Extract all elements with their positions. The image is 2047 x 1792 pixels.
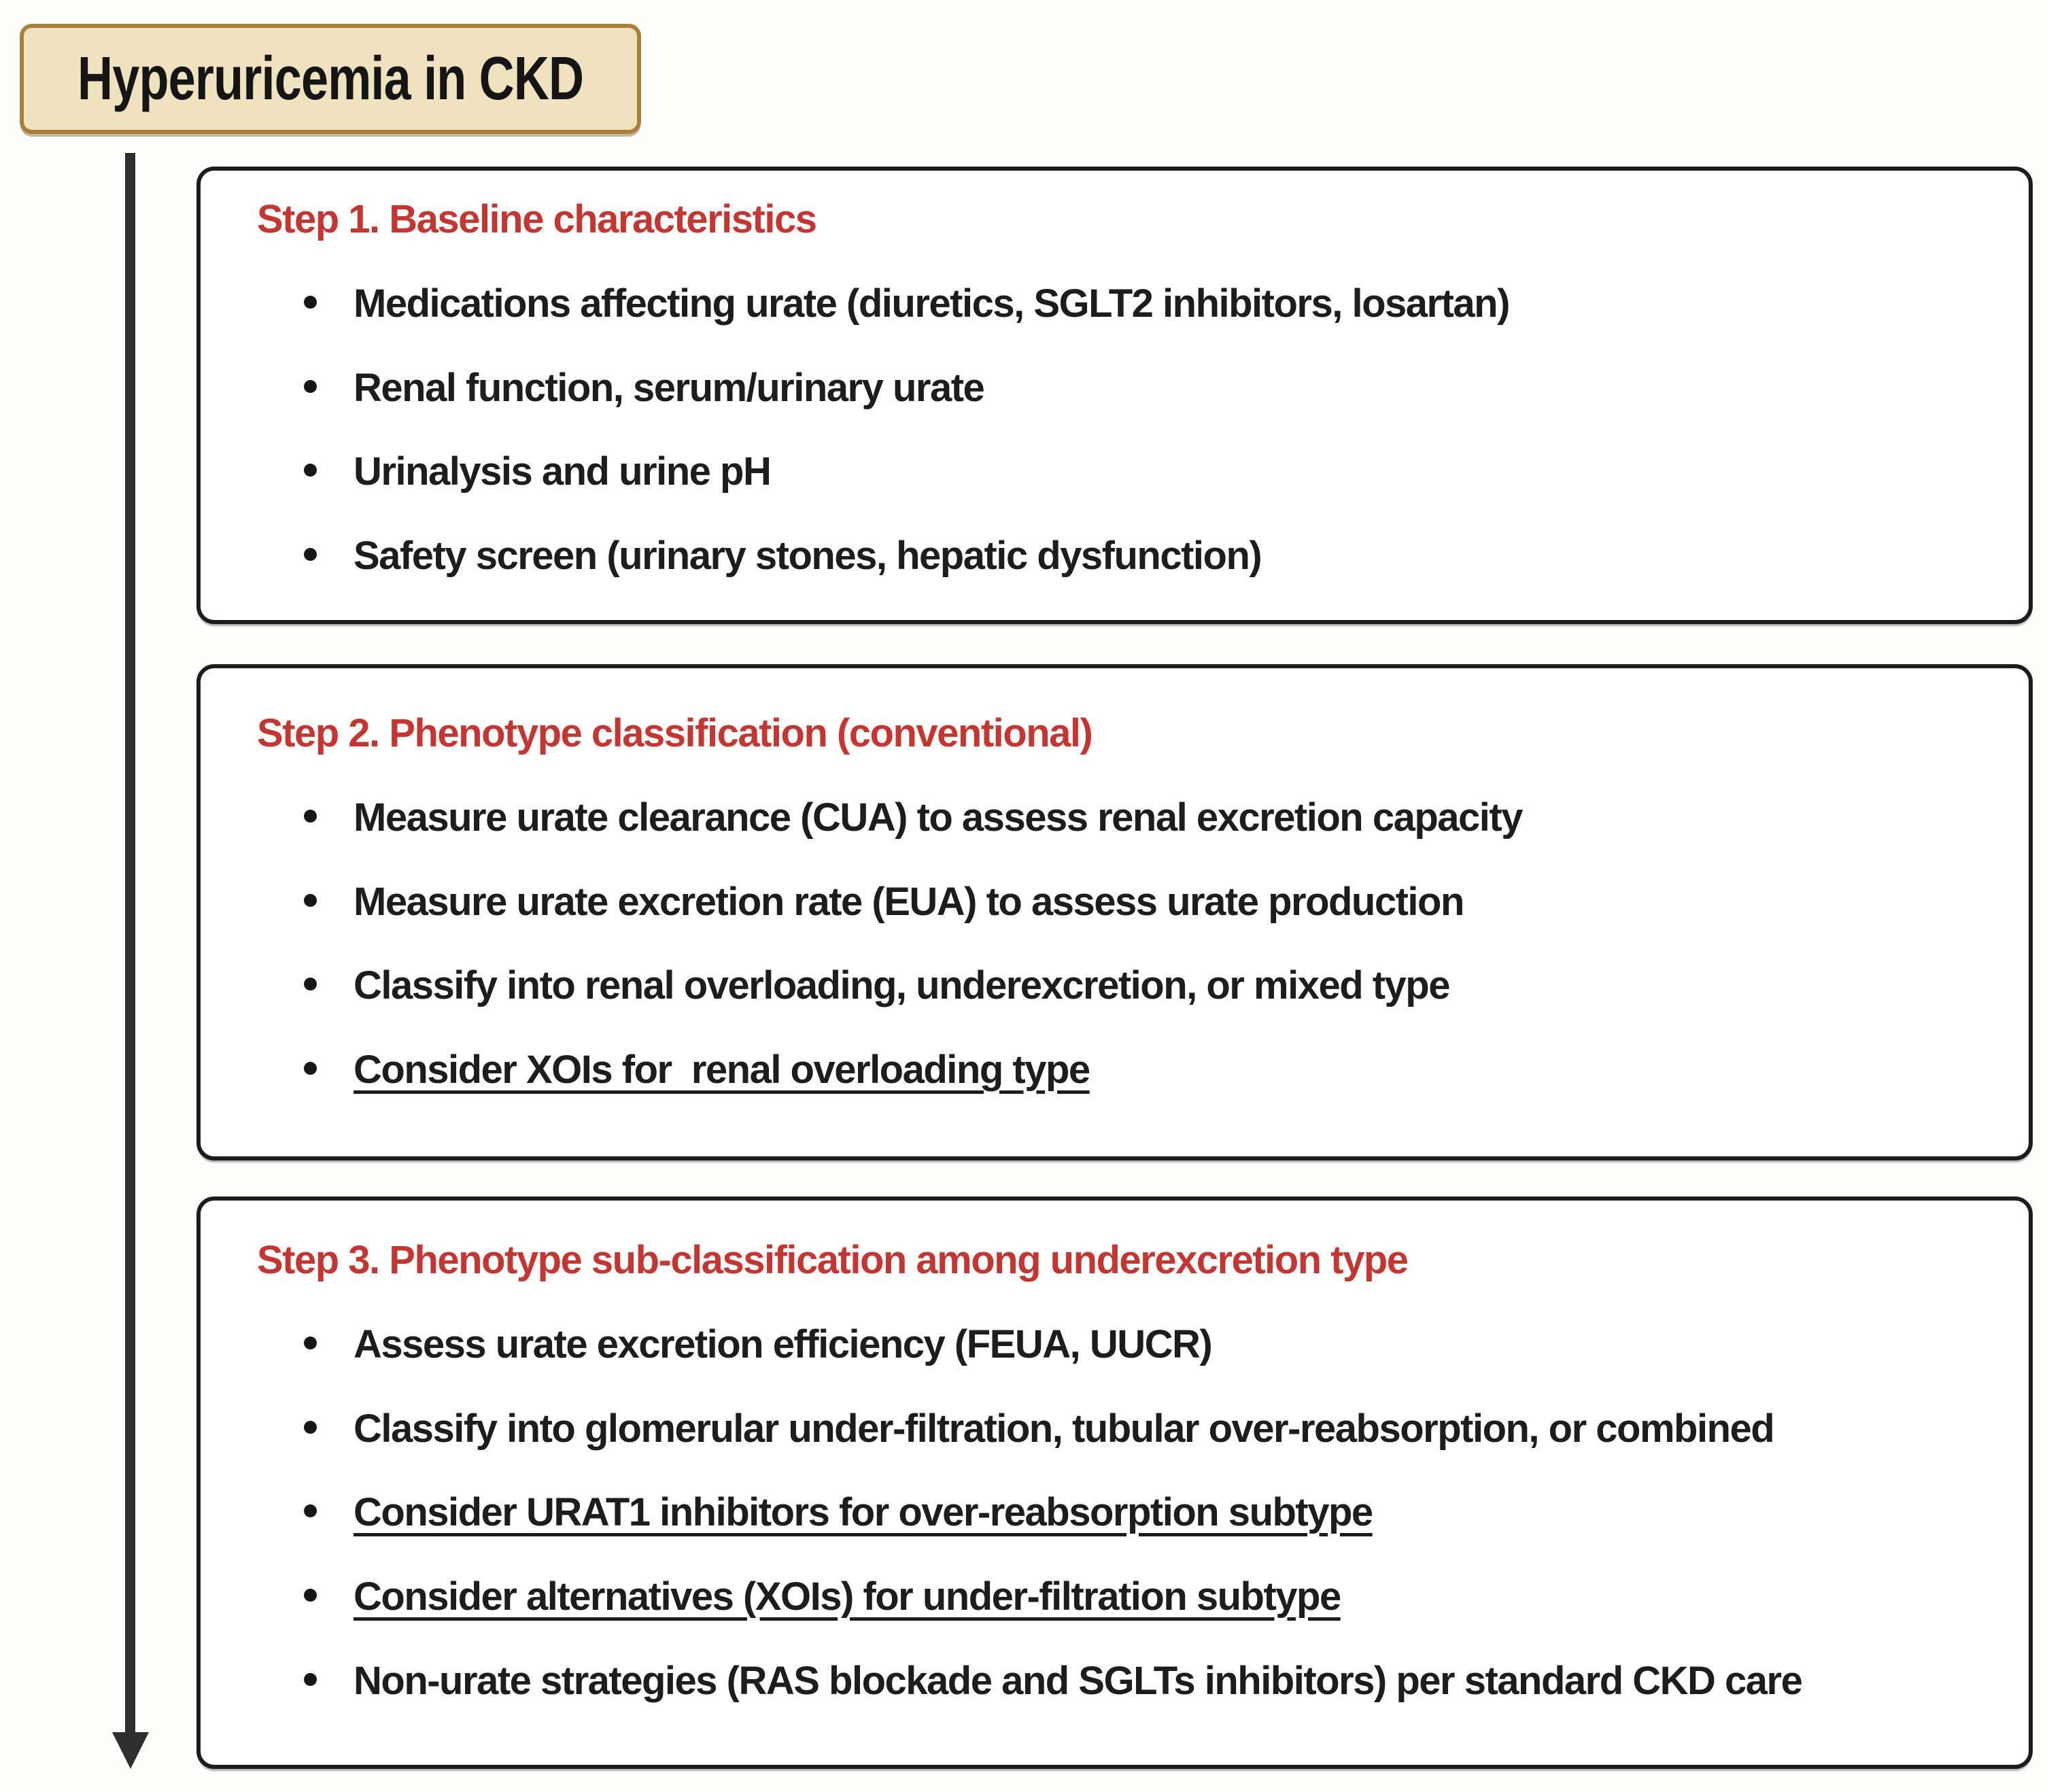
list-item: Classify into glomerular under-filtratio… xyxy=(304,1407,2015,1451)
bullet-text: Consider URAT1 inhibitors for over-reabs… xyxy=(354,1490,1373,1535)
bullet-dot-icon xyxy=(304,893,317,907)
bullet-dot-icon xyxy=(304,1420,317,1434)
step-1-box: Step 1. Baseline characteristics Medicat… xyxy=(196,167,2033,624)
bullet-text: Consider XOIs for renal overloading type xyxy=(354,1048,1090,1092)
step-1-bullet-list: Medications affecting urate (diuretics, … xyxy=(304,281,2015,578)
down-arrow-icon xyxy=(112,1732,149,1769)
bullet-dot-icon xyxy=(304,1336,317,1349)
bullet-text: Assess urate excretion efficiency (FEUA,… xyxy=(354,1322,1213,1366)
list-item: Measure urate excretion rate (EUA) to as… xyxy=(304,880,2015,924)
bullet-dot-icon xyxy=(304,295,317,309)
list-item: Non-urate strategies (RAS blockade and S… xyxy=(304,1659,2015,1703)
list-item: Consider URAT1 inhibitors for over-reabs… xyxy=(304,1491,2015,1534)
bullet-text: Classify into glomerular under-filtratio… xyxy=(354,1406,1775,1451)
step-3-bullet-list: Assess urate excretion efficiency (FEUA,… xyxy=(304,1322,2015,1703)
diagram-title: Hyperuricemia in CKD xyxy=(77,44,584,113)
bullet-dot-icon xyxy=(304,464,317,477)
step-2-heading: Step 2. Phenotype classification (conven… xyxy=(257,711,1093,755)
step-3-box: Step 3. Phenotype sub-classification amo… xyxy=(196,1196,2033,1769)
bullet-text: Measure urate clearance (CUA) to assess … xyxy=(354,795,1523,840)
bullet-dot-icon xyxy=(304,379,317,393)
list-item: Urinalysis and urine pH xyxy=(304,450,2015,494)
list-item: Safety screen (urinary stones, hepatic d… xyxy=(304,534,2015,578)
list-item: Measure urate clearance (CUA) to assess … xyxy=(304,795,2015,840)
bullet-text: Safety screen (urinary stones, hepatic d… xyxy=(354,534,1262,579)
list-item: Consider alternatives (XOIs) for under-f… xyxy=(304,1575,2015,1619)
list-item: Medications affecting urate (diuretics, … xyxy=(304,281,2015,326)
bullet-dot-icon xyxy=(304,1062,317,1075)
step-2-bullet-list: Measure urate clearance (CUA) to assess … xyxy=(304,795,2015,1092)
list-item: Renal function, serum/urinary urate xyxy=(304,366,2015,410)
bullet-text: Consider alternatives (XOIs) for under-f… xyxy=(354,1574,1341,1619)
step-3-heading: Step 3. Phenotype sub-classification amo… xyxy=(257,1238,1409,1282)
bullet-text: Non-urate strategies (RAS blockade and S… xyxy=(354,1658,1803,1703)
bullet-text: Medications affecting urate (diuretics, … xyxy=(354,281,1510,326)
list-item: Classify into renal overloading, underex… xyxy=(304,964,2015,1007)
flow-arrow-shaft xyxy=(125,153,135,1737)
step-1-heading: Step 1. Baseline characteristics xyxy=(257,197,817,241)
list-item: Assess urate excretion efficiency (FEUA,… xyxy=(304,1322,2015,1366)
bullet-text: Classify into renal overloading, underex… xyxy=(354,963,1451,1008)
bullet-text: Urinalysis and urine pH xyxy=(354,449,772,494)
bullet-dot-icon xyxy=(304,1672,317,1686)
bullet-dot-icon xyxy=(304,1504,317,1518)
bullet-dot-icon xyxy=(304,809,317,823)
step-2-box: Step 2. Phenotype classification (conven… xyxy=(196,664,2033,1160)
bullet-dot-icon xyxy=(304,548,317,562)
bullet-text: Renal function, serum/urinary urate xyxy=(354,365,985,410)
list-item: Consider XOIs for renal overloading type xyxy=(304,1048,2015,1092)
bullet-dot-icon xyxy=(304,1589,317,1602)
bullet-text: Measure urate excretion rate (EUA) to as… xyxy=(354,879,1464,924)
title-box: Hyperuricemia in CKD xyxy=(20,24,641,134)
bullet-dot-icon xyxy=(304,978,317,991)
